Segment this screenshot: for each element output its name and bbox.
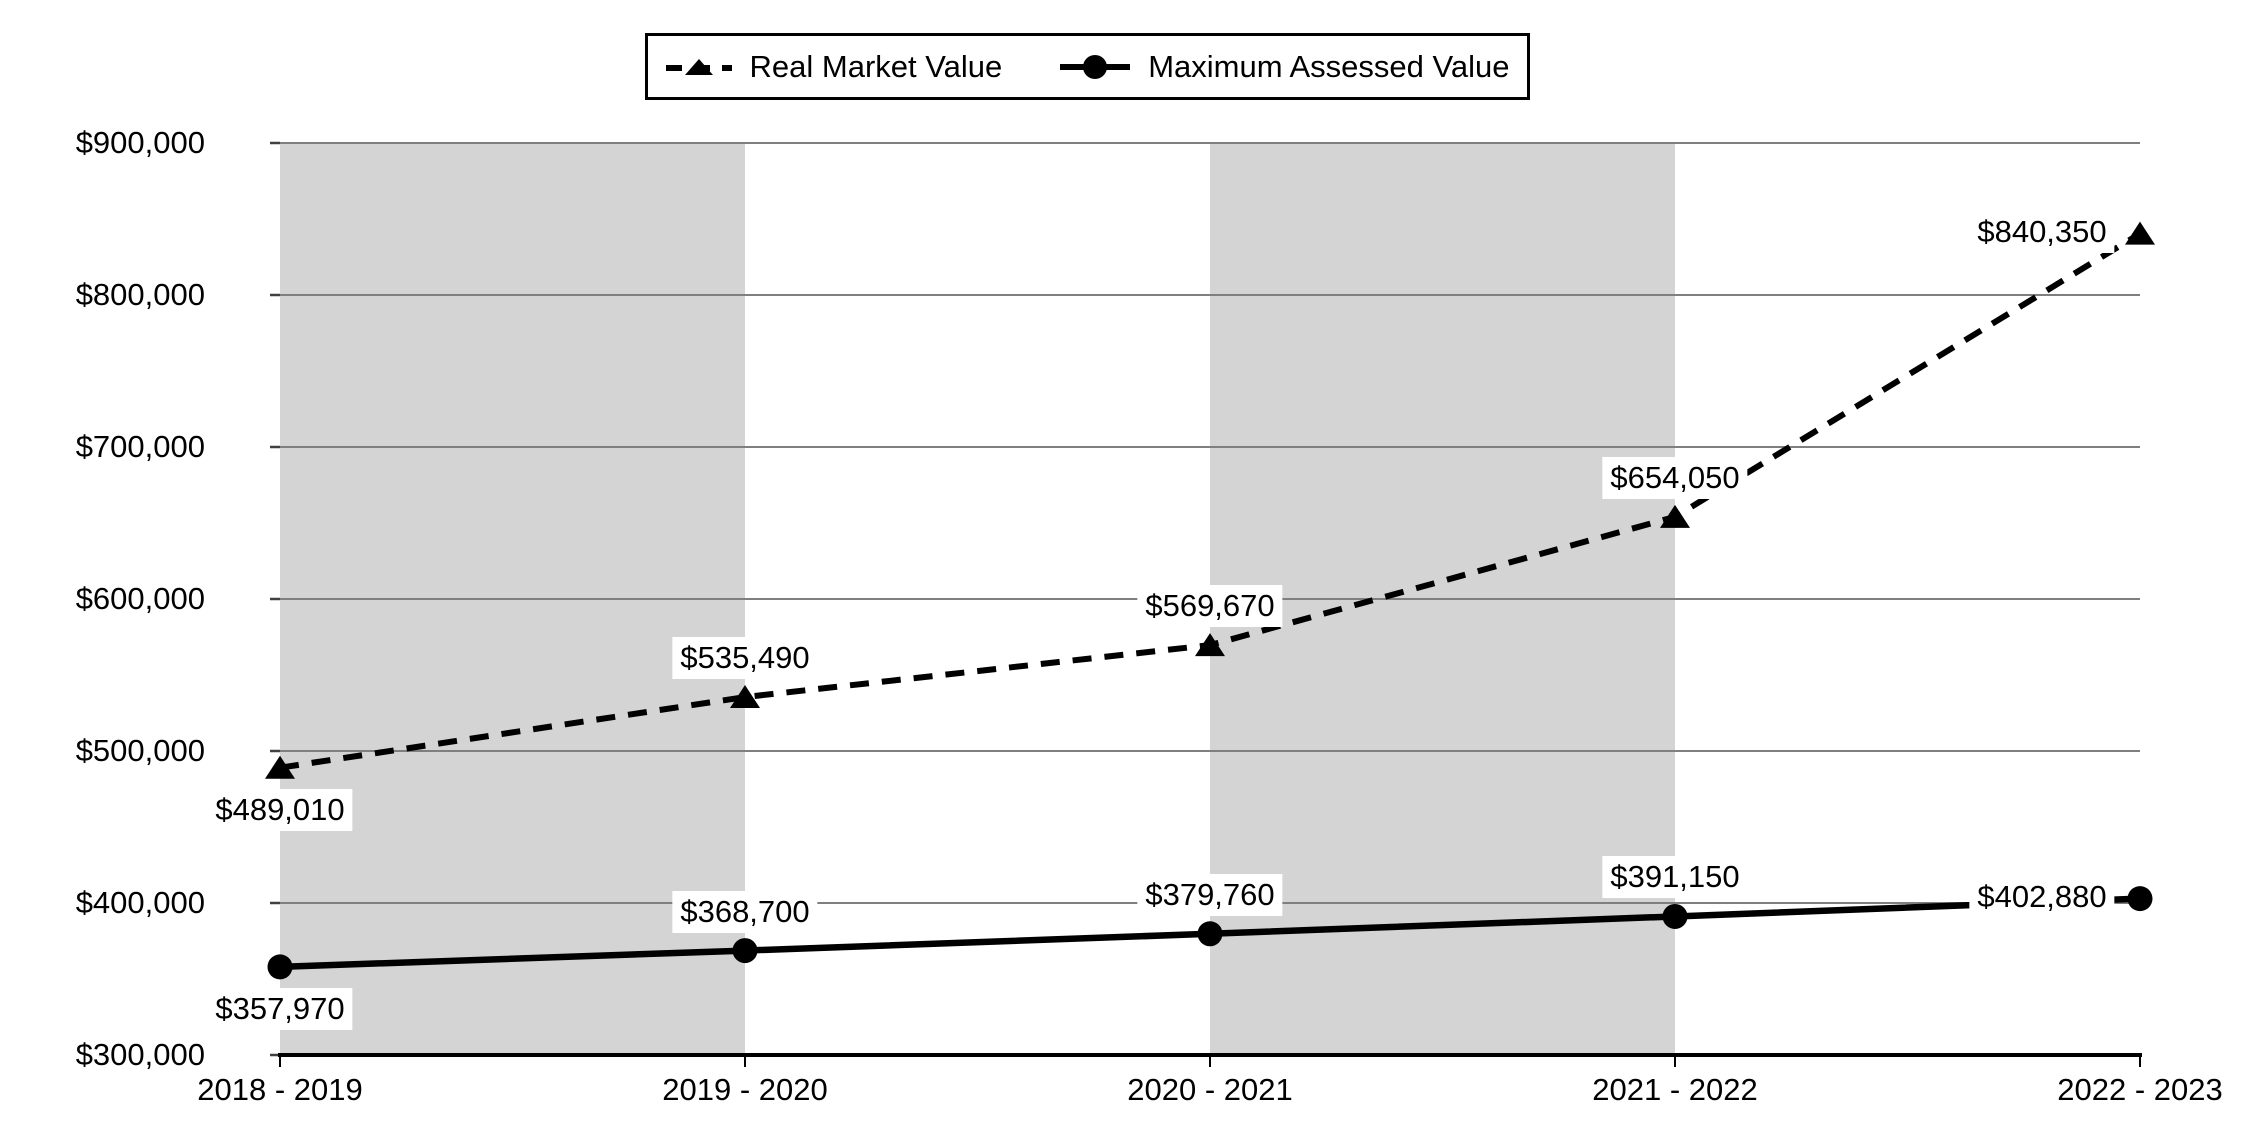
data-label: $840,350 <box>1969 210 2115 253</box>
y-axis-label: $600,000 <box>75 581 205 616</box>
circle-marker <box>732 938 758 964</box>
data-label: $391,150 <box>1602 856 1748 899</box>
x-axis-label: 2019 - 2020 <box>662 1072 828 1107</box>
data-label: $654,050 <box>1602 456 1748 499</box>
triangle-marker <box>265 755 295 779</box>
x-axis-label: 2020 - 2021 <box>1127 1072 1293 1107</box>
data-label: $489,010 <box>207 788 353 831</box>
triangle-marker <box>1660 504 1690 528</box>
data-label: $402,880 <box>1969 875 2115 918</box>
circle-marker <box>267 954 293 980</box>
solid-line-circle-marker-icon <box>1060 54 1131 79</box>
triangle-marker <box>2125 221 2155 245</box>
y-axis-label: $800,000 <box>75 277 205 312</box>
data-label: $357,970 <box>207 987 353 1030</box>
circle-marker <box>1197 921 1223 947</box>
triangle-marker <box>1195 633 1225 657</box>
y-axis-label: $900,000 <box>75 125 205 160</box>
y-axis-label: $500,000 <box>75 733 205 768</box>
legend: Real Market Value Maximum Assessed Value <box>645 33 1530 100</box>
x-axis-label: 2022 - 2023 <box>2057 1072 2223 1107</box>
circle-marker <box>1662 903 1688 929</box>
dashed-line-triangle-marker-icon <box>665 58 732 75</box>
legend-label-maximum-assessed-value: Maximum Assessed Value <box>1148 48 1510 84</box>
data-label: $379,760 <box>1137 873 1283 916</box>
x-axis-label: 2021 - 2022 <box>1592 1072 1758 1107</box>
x-axis-label: 2018 - 2019 <box>197 1072 363 1107</box>
legend-item-maximum-assessed-value: Maximum Assessed Value <box>1060 49 1509 85</box>
data-label: $368,700 <box>672 890 818 933</box>
data-label: $535,490 <box>672 637 818 680</box>
y-axis-label: $700,000 <box>75 429 205 464</box>
data-label: $569,670 <box>1137 585 1283 628</box>
y-axis-label: $400,000 <box>75 885 205 920</box>
legend-label-real-market-value: Real Market Value <box>749 48 1003 84</box>
triangle-marker <box>730 685 760 709</box>
legend-item-real-market-value: Real Market Value <box>665 48 1003 85</box>
y-axis-label: $300,000 <box>75 1037 205 1072</box>
circle-marker <box>2127 886 2153 912</box>
